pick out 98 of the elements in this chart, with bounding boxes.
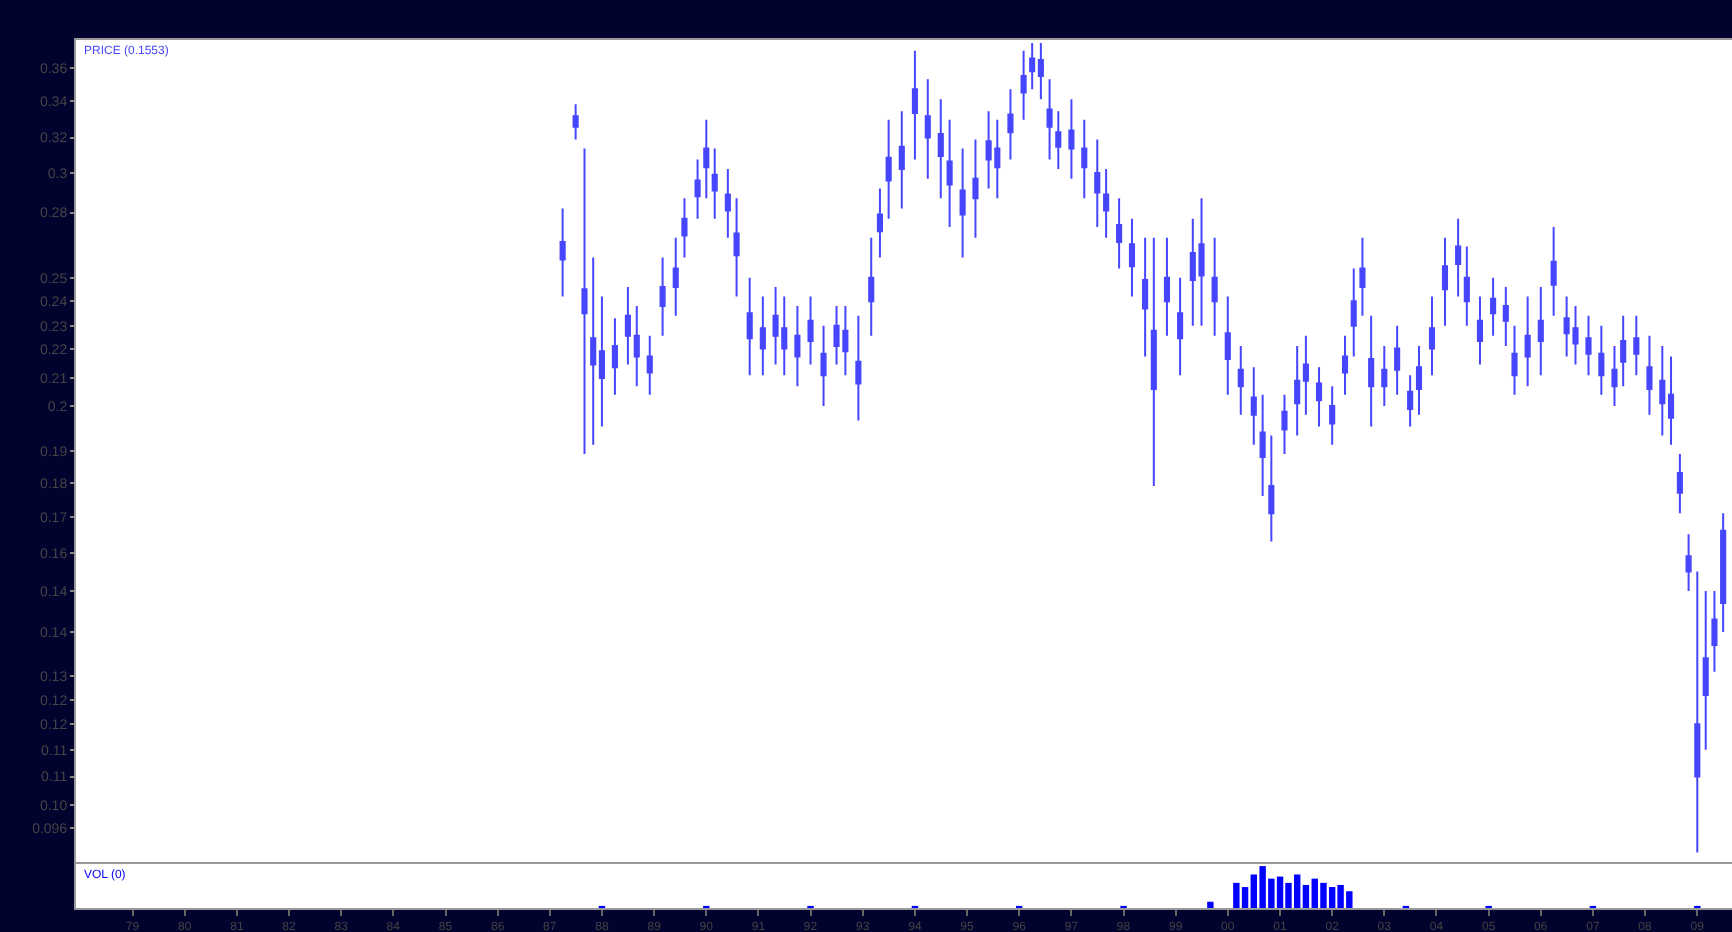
bar <box>1293 874 1301 908</box>
candlestick <box>1224 295 1231 396</box>
candlestick <box>672 236 679 317</box>
candlestick <box>1407 374 1414 428</box>
candlestick <box>611 317 618 396</box>
candlestick <box>1511 324 1518 396</box>
candlestick <box>1694 570 1701 854</box>
candlestick <box>1250 366 1257 446</box>
candlestick <box>1211 236 1218 337</box>
candlestick <box>1103 168 1110 239</box>
candlestick <box>794 305 801 388</box>
candlestick <box>646 334 653 396</box>
candlestick <box>1537 286 1544 377</box>
candlestick <box>1659 345 1666 437</box>
candlestick <box>855 314 862 422</box>
candlestick <box>1046 78 1053 161</box>
candlestick <box>1281 393 1288 455</box>
bar <box>1328 887 1336 908</box>
candlestick <box>1037 42 1044 101</box>
candlestick <box>590 256 597 446</box>
candlestick <box>1428 295 1436 377</box>
candlestick <box>1463 245 1470 327</box>
candlestick <box>1415 345 1423 416</box>
candlestick <box>876 187 883 259</box>
candlestick <box>703 118 710 200</box>
candlestick <box>1359 236 1366 317</box>
bar <box>1276 876 1284 908</box>
candlestick <box>1177 276 1184 377</box>
candlestick <box>937 98 944 200</box>
candlestick <box>681 197 688 259</box>
candlestick <box>1633 314 1640 377</box>
candlestick <box>724 168 731 239</box>
candlestick <box>868 236 875 337</box>
candlestick <box>1368 314 1375 428</box>
candlestick <box>733 197 740 298</box>
candlestick <box>759 295 766 377</box>
candlestick <box>1268 434 1275 543</box>
candlestick <box>1685 533 1692 592</box>
candlestick <box>820 324 827 408</box>
candlestick <box>1315 366 1323 428</box>
candlestick <box>1259 393 1266 498</box>
candlestick <box>1350 267 1357 358</box>
candlestick <box>1720 512 1727 634</box>
candlestick <box>1341 334 1349 396</box>
candlestick <box>581 147 588 455</box>
candlestick <box>807 295 814 366</box>
candlestick <box>746 276 753 377</box>
candlestick <box>572 103 579 141</box>
candlestick <box>1068 98 1075 180</box>
candlestick <box>1055 110 1062 171</box>
candlestick <box>659 256 666 337</box>
candlestick <box>1702 589 1709 751</box>
candlestick <box>924 78 931 180</box>
candlestick <box>1476 295 1484 366</box>
candlestick <box>994 118 1001 200</box>
candlestick <box>1502 286 1509 348</box>
candlestick <box>1646 334 1653 416</box>
candlestick <box>1007 88 1014 161</box>
candlestick <box>946 118 953 229</box>
candlestick <box>559 207 566 298</box>
candlestick <box>1394 324 1401 396</box>
candlestick <box>1081 118 1088 200</box>
candlestick <box>1620 314 1627 388</box>
candlestick <box>885 118 892 220</box>
bar <box>1285 882 1292 908</box>
bar <box>1320 882 1327 908</box>
candlestick <box>1441 236 1449 327</box>
candlestick <box>1150 236 1157 488</box>
candlestick <box>1455 217 1462 298</box>
bar <box>1207 901 1214 908</box>
candlestick <box>1020 49 1027 121</box>
candlestick <box>898 110 905 210</box>
candlestick <box>1585 314 1592 377</box>
candlestick <box>972 138 979 239</box>
candlestick <box>1128 217 1136 298</box>
candlestick <box>1163 236 1171 337</box>
candlestick <box>1198 197 1205 327</box>
candlestick <box>1094 138 1101 229</box>
candlestick <box>1676 452 1683 515</box>
candlestick <box>1116 197 1123 270</box>
candlestick <box>1381 345 1388 408</box>
bar <box>1233 882 1240 908</box>
candlestick <box>1524 295 1531 388</box>
candlestick <box>1490 276 1497 337</box>
candlestick <box>781 295 788 377</box>
candlestick <box>1711 589 1718 673</box>
candlestick <box>1142 236 1149 358</box>
candlestick <box>1029 42 1036 91</box>
candlestick <box>1329 385 1336 446</box>
candlestick <box>1550 226 1557 317</box>
candlestick <box>911 49 918 161</box>
candlestick <box>959 147 966 259</box>
candlestick <box>694 158 701 220</box>
candlestick <box>711 147 718 220</box>
candlestick <box>1611 345 1618 408</box>
candlestick <box>1598 324 1605 396</box>
candlestick <box>1237 345 1244 416</box>
candlestick <box>985 110 992 190</box>
